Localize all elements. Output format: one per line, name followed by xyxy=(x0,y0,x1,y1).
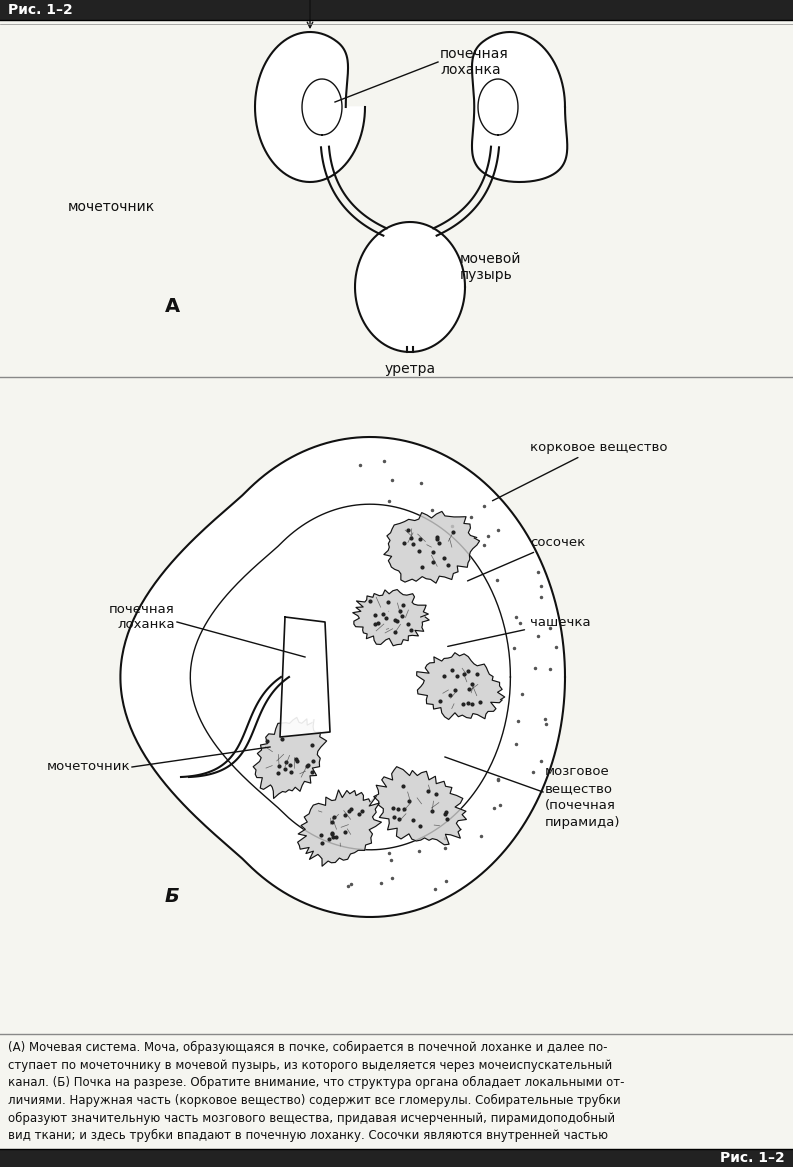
Text: чашечка: чашечка xyxy=(448,615,591,647)
Polygon shape xyxy=(355,222,465,352)
Text: почечная
лоханка: почечная лоханка xyxy=(109,603,175,631)
Text: Б: Б xyxy=(165,887,180,907)
Polygon shape xyxy=(384,511,480,584)
Polygon shape xyxy=(253,718,327,798)
Text: мозговое
вещество
(почечная
пирамида): мозговое вещество (почечная пирамида) xyxy=(545,766,620,829)
Polygon shape xyxy=(472,32,567,182)
Text: сосочек: сосочек xyxy=(468,536,585,581)
Text: мочеточник: мочеточник xyxy=(46,761,130,774)
Bar xyxy=(0,0,793,20)
Polygon shape xyxy=(297,790,381,866)
Text: А: А xyxy=(165,298,180,316)
Text: (А) Мочевая система. Моча, образующаяся в почке, собирается в почечной лоханке и: (А) Мочевая система. Моча, образующаяся … xyxy=(8,1041,625,1160)
Text: мочевой
пузырь: мочевой пузырь xyxy=(460,252,522,282)
Polygon shape xyxy=(353,589,429,645)
Text: уретра: уретра xyxy=(385,362,435,376)
Polygon shape xyxy=(121,436,565,917)
Polygon shape xyxy=(374,767,466,845)
Polygon shape xyxy=(416,652,504,719)
Text: Рис. 1–2: Рис. 1–2 xyxy=(8,4,73,18)
Bar xyxy=(0,1149,793,1167)
Polygon shape xyxy=(255,32,365,182)
Text: Рис. 1–2: Рис. 1–2 xyxy=(720,1151,785,1165)
Text: корковое вещество: корковое вещество xyxy=(492,440,668,501)
Text: почечная
лоханка: почечная лоханка xyxy=(440,47,509,77)
Text: мочеточник: мочеточник xyxy=(67,200,155,214)
Polygon shape xyxy=(280,617,330,738)
